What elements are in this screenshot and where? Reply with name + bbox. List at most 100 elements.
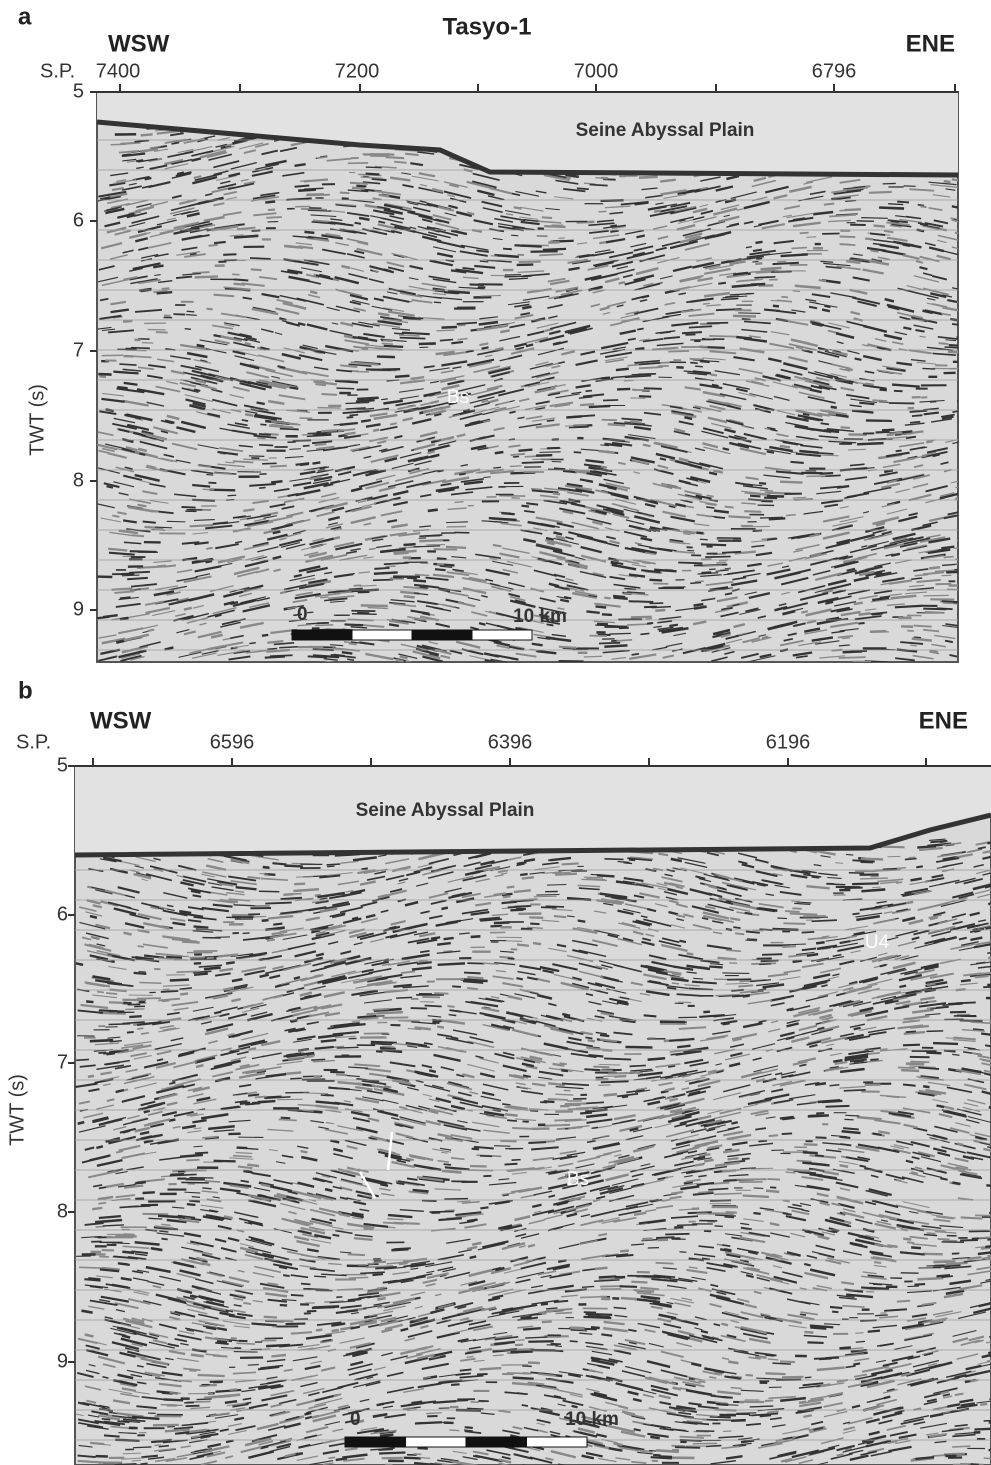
reflector <box>896 450 902 451</box>
reflector <box>695 366 703 367</box>
figure: aTasyo-1WSWENES.P.740072007000679656789T… <box>0 0 991 1465</box>
reflector <box>356 400 375 401</box>
reflector <box>157 566 166 567</box>
reflector <box>272 863 286 864</box>
reflector <box>654 211 661 212</box>
reflector <box>804 1332 813 1333</box>
reflector <box>143 1192 155 1193</box>
reflector <box>601 466 607 467</box>
reflector <box>709 966 722 967</box>
reflector <box>295 185 310 186</box>
reflector <box>957 615 984 619</box>
reflector <box>841 427 850 428</box>
reflector <box>182 507 196 508</box>
reflector <box>751 284 765 285</box>
reflector <box>684 417 692 419</box>
reflector <box>262 635 268 636</box>
reflector <box>701 544 726 545</box>
reflector <box>655 610 665 611</box>
reflector <box>399 335 419 336</box>
reflector <box>547 420 554 421</box>
reflector <box>528 1362 540 1363</box>
reflector <box>882 430 894 431</box>
reflector <box>876 432 890 433</box>
reflector <box>601 1334 612 1336</box>
reflector <box>731 1388 742 1389</box>
reflector <box>715 1226 723 1227</box>
reflector <box>668 351 689 352</box>
reflector <box>112 516 119 517</box>
reflector <box>196 1065 203 1067</box>
reflector <box>854 603 863 605</box>
reflector <box>955 563 967 564</box>
reflector <box>929 567 940 568</box>
reflector <box>407 578 417 579</box>
reflector <box>266 217 282 218</box>
reflector <box>602 614 612 615</box>
reflector <box>769 518 786 519</box>
reflector <box>746 931 760 932</box>
reflector <box>954 569 979 570</box>
reflector <box>271 481 282 482</box>
reflector <box>192 485 210 487</box>
reflector <box>625 1047 652 1048</box>
reflector <box>604 598 611 599</box>
reflector <box>944 557 954 558</box>
reflector <box>129 572 150 573</box>
reflector <box>632 654 639 655</box>
reflector <box>362 348 368 349</box>
reflector <box>716 562 726 563</box>
reflector <box>595 178 606 179</box>
reflector <box>379 195 390 197</box>
reflector <box>531 489 542 490</box>
reflector <box>880 390 887 391</box>
reflector <box>957 302 973 305</box>
reflector <box>678 562 702 563</box>
reflector <box>591 1327 600 1328</box>
reflector <box>214 335 221 336</box>
reflector <box>419 960 428 961</box>
reflector <box>373 430 379 431</box>
reflector <box>958 433 985 439</box>
reflector <box>642 1239 652 1240</box>
reflector <box>509 412 515 413</box>
reflector <box>328 1264 341 1265</box>
reflector <box>374 572 398 573</box>
reflector <box>725 507 734 508</box>
reflector <box>214 242 226 243</box>
reflector <box>839 645 850 646</box>
reflector <box>242 420 248 421</box>
reflector <box>762 637 769 639</box>
reflector <box>510 466 522 467</box>
reflector <box>669 625 678 626</box>
reflector <box>394 162 406 163</box>
reflector <box>777 918 787 919</box>
reflector <box>511 235 518 236</box>
reflector <box>279 647 298 648</box>
reflector <box>755 263 762 264</box>
reflector <box>617 640 633 641</box>
reflector <box>195 276 218 277</box>
reflector <box>336 1458 347 1459</box>
reflector <box>609 633 630 634</box>
reflector <box>759 483 766 484</box>
reflector <box>824 1324 840 1325</box>
reflector <box>884 231 894 232</box>
reflector <box>608 424 625 425</box>
reflector <box>793 961 802 962</box>
reflector <box>403 544 415 545</box>
reflector <box>797 1161 812 1162</box>
reflector <box>433 564 454 566</box>
reflector <box>493 1355 504 1356</box>
reflector <box>914 626 932 627</box>
reflector <box>120 618 129 619</box>
reflector <box>694 604 704 605</box>
reflector <box>449 1430 459 1431</box>
reflector <box>513 456 519 457</box>
reflector <box>596 606 607 607</box>
reflector <box>467 1408 484 1409</box>
reflector <box>948 352 965 353</box>
reflector <box>434 302 441 303</box>
reflector <box>554 468 565 469</box>
reflector <box>846 854 853 855</box>
